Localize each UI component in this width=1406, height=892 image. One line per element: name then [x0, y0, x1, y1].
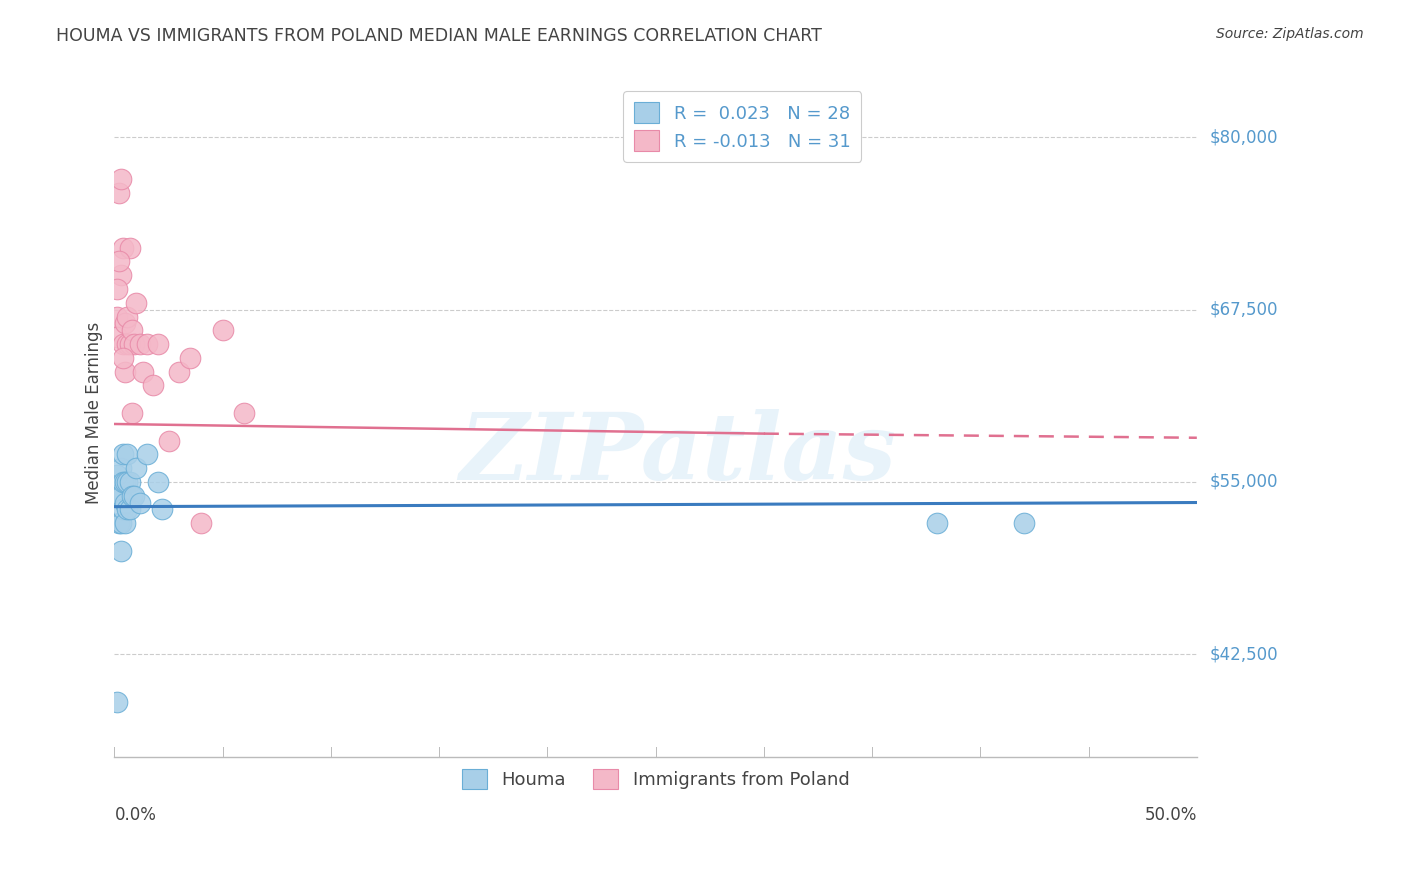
Text: $67,500: $67,500: [1209, 301, 1278, 318]
Point: [233, 406, 256, 420]
Text: $80,000: $80,000: [1209, 128, 1278, 146]
Point: [121, 489, 143, 503]
Text: $55,000: $55,000: [1209, 473, 1278, 491]
Point: [211, 323, 233, 337]
Point: [135, 337, 157, 351]
Point: [112, 502, 135, 516]
Point: [110, 268, 132, 283]
Point: [112, 351, 135, 365]
Point: [105, 467, 128, 482]
Point: [142, 378, 165, 392]
Point: [122, 489, 145, 503]
Point: [114, 495, 136, 509]
Point: [105, 310, 128, 324]
Point: [190, 516, 212, 531]
Text: HOUMA VS IMMIGRANTS FROM POLAND MEDIAN MALE EARNINGS CORRELATION CHART: HOUMA VS IMMIGRANTS FROM POLAND MEDIAN M…: [56, 27, 823, 45]
Point: [112, 475, 135, 489]
Point: [121, 406, 143, 420]
Point: [118, 502, 141, 516]
Point: [117, 447, 139, 461]
Point: [118, 241, 141, 255]
Point: [105, 330, 128, 344]
Point: [112, 447, 135, 461]
Point: [112, 241, 135, 255]
Text: 0.0%: 0.0%: [114, 805, 156, 823]
Point: [107, 186, 129, 200]
Text: ZIPatlas: ZIPatlas: [458, 409, 896, 500]
Point: [105, 695, 128, 709]
Text: Source: ZipAtlas.com: Source: ZipAtlas.com: [1216, 27, 1364, 41]
Legend: Houma, Immigrants from Poland: Houma, Immigrants from Poland: [454, 761, 856, 797]
Point: [1012, 516, 1035, 531]
Point: [107, 516, 129, 531]
Point: [114, 516, 136, 531]
Text: 50.0%: 50.0%: [1144, 805, 1197, 823]
Point: [110, 171, 132, 186]
Point: [112, 337, 135, 351]
Point: [107, 254, 129, 268]
Point: [125, 461, 148, 475]
Point: [114, 365, 136, 379]
Point: [146, 475, 169, 489]
Point: [118, 475, 141, 489]
Point: [169, 365, 191, 379]
Point: [107, 489, 129, 503]
Point: [150, 502, 173, 516]
Point: [129, 337, 152, 351]
Point: [117, 502, 139, 516]
Point: [114, 317, 136, 331]
Point: [135, 447, 157, 461]
Point: [125, 295, 148, 310]
Point: [110, 543, 132, 558]
Text: $42,500: $42,500: [1209, 645, 1278, 663]
Point: [129, 495, 152, 509]
Point: [157, 434, 180, 448]
Point: [114, 475, 136, 489]
Point: [179, 351, 201, 365]
Point: [131, 365, 153, 379]
Point: [110, 461, 132, 475]
Point: [117, 475, 139, 489]
Point: [105, 282, 128, 296]
Point: [121, 323, 143, 337]
Point: [117, 337, 139, 351]
Point: [117, 310, 139, 324]
Point: [925, 516, 948, 531]
Y-axis label: Median Male Earnings: Median Male Earnings: [86, 322, 103, 504]
Point: [118, 337, 141, 351]
Point: [110, 516, 132, 531]
Point: [110, 489, 132, 503]
Point: [146, 337, 169, 351]
Point: [122, 337, 145, 351]
